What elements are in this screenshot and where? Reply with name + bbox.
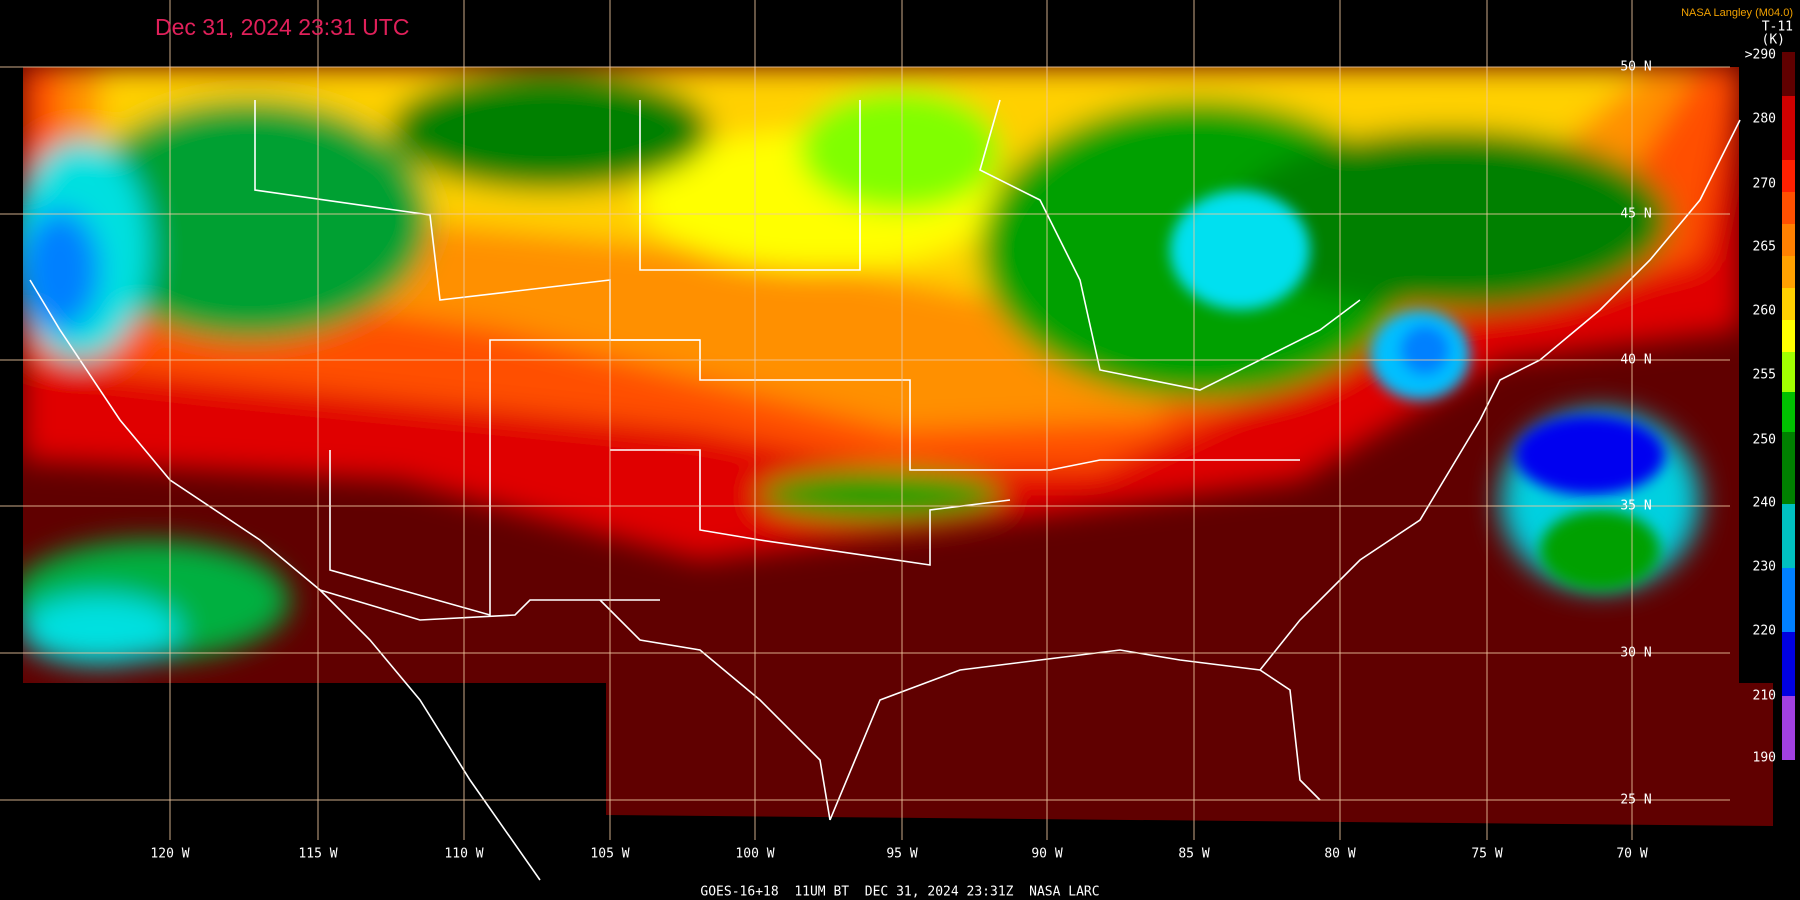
longitude-label: 70 W <box>1616 847 1647 862</box>
latitude-label: 35 N <box>1620 499 1651 514</box>
source: NASA Langley (M04.0) <box>1681 7 1793 19</box>
colorbar-label: 250 <box>1753 433 1776 448</box>
colorbar <box>1782 52 1795 760</box>
longitude-label: 110 W <box>444 847 483 862</box>
colorbar-label: 190 <box>1753 751 1776 766</box>
graticule: 120 W 115 W 110 W 105 W 100 W 95 W 90 W 85 W 80 … <box>0 0 1730 862</box>
longitude-label: 85 W <box>1178 847 1209 862</box>
borders <box>29 99 1741 881</box>
latitude-label: 50 N <box>1620 60 1651 75</box>
longitude-label: 115 W <box>298 847 337 862</box>
longitude-label: 105 W <box>590 847 629 862</box>
latitude-label: 40 N <box>1620 353 1651 368</box>
colorbar-label: 280 <box>1753 112 1776 127</box>
longitude-label: 100 W <box>735 847 774 862</box>
longitude-label: 90 W <box>1031 847 1062 862</box>
longitude-label: 75 W <box>1471 847 1502 862</box>
colorbar-label: 260 <box>1753 304 1776 319</box>
channel: T-11 <box>1762 20 1793 35</box>
latitude-label: 30 N <box>1620 646 1651 661</box>
colorbar-label: 230 <box>1753 560 1776 575</box>
colorbar-label: 255 <box>1753 368 1776 383</box>
latitude-label: 25 N <box>1620 793 1651 808</box>
latitude-label: 45 N <box>1620 207 1651 222</box>
longitude-label: 80 W <box>1324 847 1355 862</box>
unit: (K) <box>1762 33 1785 48</box>
colorbar-label: 265 <box>1753 240 1776 255</box>
colorbar-labels: >290 280 270 265 260 255 250 240 230 220 210 190 <box>1745 48 1776 766</box>
longitude-label: 120 W <box>150 847 189 862</box>
longitude-label: 95 W <box>886 847 917 862</box>
colorbar-label: 270 <box>1753 177 1776 192</box>
colorbar-label: 240 <box>1753 496 1776 511</box>
colorbar-label: 220 <box>1753 624 1776 639</box>
colorbar-label: >290 <box>1745 48 1776 63</box>
footer: GOES-16+18 11UM BT DEC 31, 2024 23:31Z N… <box>700 885 1099 900</box>
timestamp: Dec 31, 2024 23:31 UTC <box>155 14 409 40</box>
colorbar-label: 210 <box>1753 689 1776 704</box>
